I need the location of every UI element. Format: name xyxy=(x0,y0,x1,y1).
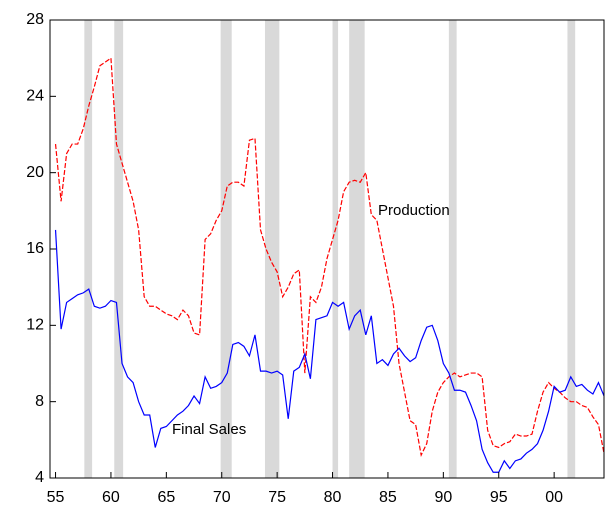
plot-frame xyxy=(49,19,605,479)
recession-band xyxy=(264,20,280,478)
recession-layer xyxy=(84,20,576,478)
y-tick-label: 16 xyxy=(26,240,44,257)
x-tick-label: 75 xyxy=(268,489,286,506)
y-tick-label: 12 xyxy=(26,317,44,334)
y-tick-label: 28 xyxy=(26,11,44,28)
series-line xyxy=(54,229,605,473)
recession-band xyxy=(567,20,576,478)
x-tick-label: 00 xyxy=(545,489,563,506)
recession-band xyxy=(448,20,457,478)
y-tick-label: 24 xyxy=(26,88,44,105)
annotation: Final Sales xyxy=(172,421,246,438)
x-tick-label: 80 xyxy=(324,489,342,506)
x-tick-label: 65 xyxy=(157,489,175,506)
x-tick-label: 60 xyxy=(102,489,120,506)
recession-band xyxy=(114,20,124,478)
x-tick-label: 85 xyxy=(379,489,397,506)
y-tick-label: 8 xyxy=(35,393,44,410)
y-tick-label: 20 xyxy=(26,164,44,181)
recession-band xyxy=(332,20,339,478)
x-tick-label: 55 xyxy=(47,489,65,506)
x-tick-label: 90 xyxy=(434,489,452,506)
recession-band xyxy=(84,20,93,478)
series-line xyxy=(54,57,605,458)
x-tick-label: 95 xyxy=(490,489,508,506)
line-layer xyxy=(54,57,605,473)
recession-band xyxy=(220,20,232,478)
annotation: Production xyxy=(378,202,450,219)
x-tick-label: 70 xyxy=(213,489,231,506)
y-tick-label: 4 xyxy=(35,469,44,486)
recession-band xyxy=(349,20,365,478)
